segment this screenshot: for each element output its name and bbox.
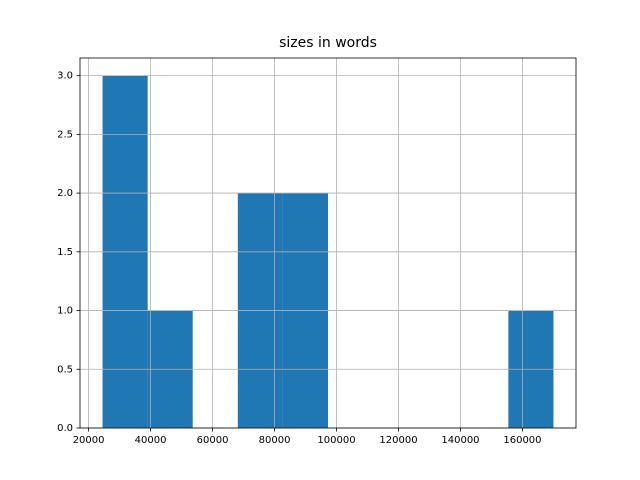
x-tick-label: 80000 bbox=[259, 435, 291, 446]
plot-frame bbox=[79, 57, 577, 429]
chart-title: sizes in words bbox=[279, 35, 377, 51]
y-tick-label: 3.0 bbox=[57, 71, 73, 82]
y-tick-label: 1.5 bbox=[57, 247, 73, 258]
y-tick-label: 0.0 bbox=[57, 423, 73, 434]
x-tick-label: 60000 bbox=[197, 435, 229, 446]
x-tick-label: 140000 bbox=[441, 435, 479, 446]
y-tick-label: 0.5 bbox=[57, 364, 73, 375]
y-tick-label: 2.5 bbox=[57, 129, 73, 140]
y-tick-label: 2.0 bbox=[57, 188, 73, 199]
y-tick-label: 1.0 bbox=[57, 306, 73, 317]
x-tick-label: 100000 bbox=[317, 435, 355, 446]
x-tick-label: 160000 bbox=[503, 435, 541, 446]
x-tick-label: 120000 bbox=[379, 435, 417, 446]
x-tick-label: 20000 bbox=[73, 435, 105, 446]
x-tick-label: 40000 bbox=[135, 435, 167, 446]
